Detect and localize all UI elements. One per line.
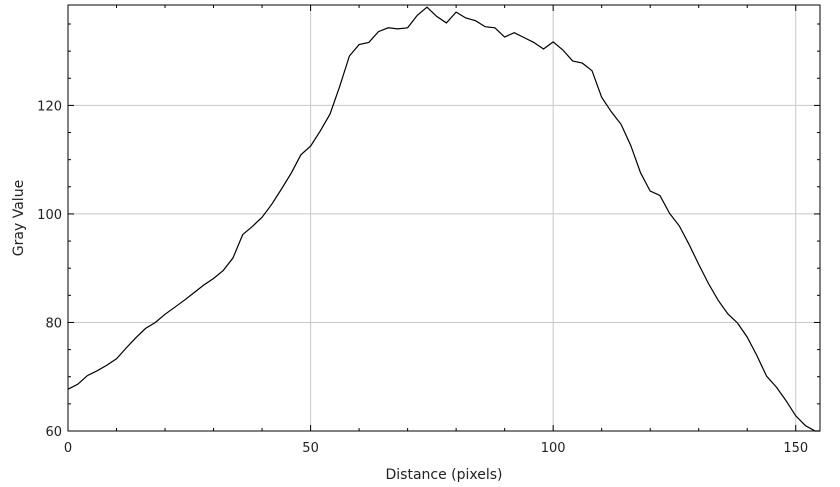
- y-axis-title: Gray Value: [11, 180, 27, 256]
- y-tick-label: 100: [37, 208, 62, 223]
- x-tick-label: 0: [64, 441, 72, 456]
- x-tick-labels: 0 50 100 150: [64, 441, 808, 456]
- grid-lines: [68, 5, 820, 431]
- y-tick-label: 80: [45, 316, 62, 331]
- y-tick-labels: 60 80 100 120: [37, 99, 62, 440]
- plot-frame: [67, 4, 821, 432]
- gray-value-profile-line: [67, 6, 820, 432]
- x-tick-label: 150: [783, 441, 808, 456]
- x-tick-label: 100: [541, 441, 566, 456]
- x-axis-title: Distance (pixels): [385, 467, 502, 483]
- y-tick-label: 120: [37, 99, 62, 114]
- x-tick-label: 50: [302, 441, 319, 456]
- y-tick-label: 60: [45, 425, 62, 440]
